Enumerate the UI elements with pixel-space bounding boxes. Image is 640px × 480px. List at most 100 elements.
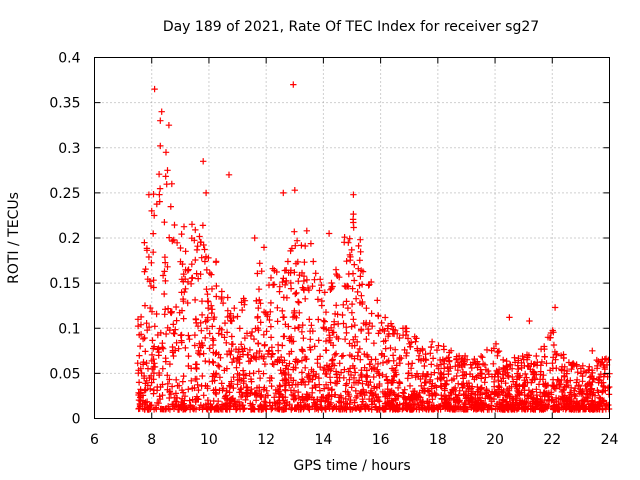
data-point	[393, 362, 400, 369]
data-point	[223, 395, 230, 403]
data-point	[228, 359, 236, 366]
data-point	[537, 404, 544, 411]
data-point	[306, 403, 313, 410]
data-point	[356, 257, 363, 264]
data-point	[469, 373, 476, 380]
data-point	[542, 403, 549, 410]
data-point	[191, 331, 199, 339]
data-point	[360, 388, 367, 395]
data-point	[334, 378, 341, 385]
data-point	[150, 363, 157, 371]
data-point	[204, 383, 211, 390]
data-point	[588, 402, 595, 409]
data-point	[375, 330, 382, 337]
data-point	[164, 380, 171, 387]
data-point	[435, 342, 442, 349]
data-point	[164, 305, 172, 312]
data-point	[165, 122, 173, 129]
data-point	[438, 392, 445, 399]
y-tick-label: 0.15	[49, 276, 80, 292]
data-point	[237, 386, 244, 393]
data-point	[530, 371, 537, 378]
data-point	[240, 295, 247, 302]
data-point	[234, 354, 241, 362]
data-point	[337, 369, 345, 376]
data-point	[234, 313, 241, 320]
data-point	[424, 371, 432, 378]
data-point	[597, 395, 604, 402]
data-point	[184, 299, 191, 307]
data-point	[135, 389, 142, 396]
data-point	[208, 309, 215, 317]
data-point	[428, 402, 436, 409]
data-point	[437, 369, 444, 377]
data-point	[338, 353, 345, 360]
data-point	[383, 373, 390, 380]
data-point	[317, 363, 324, 371]
data-point	[347, 396, 354, 404]
data-point	[172, 326, 179, 333]
data-point	[332, 350, 340, 357]
data-point	[595, 401, 603, 408]
data-point	[302, 295, 309, 302]
data-point	[500, 356, 507, 364]
data-point	[178, 230, 185, 238]
data-point	[142, 380, 149, 387]
data-point	[295, 299, 303, 306]
data-point	[218, 293, 225, 301]
data-point	[135, 379, 143, 386]
data-point	[577, 385, 584, 393]
data-point	[458, 363, 466, 371]
data-point	[363, 319, 370, 327]
data-point	[204, 406, 211, 413]
data-point	[139, 335, 147, 343]
data-point	[533, 391, 540, 399]
data-point	[187, 403, 194, 411]
data-point	[567, 377, 574, 384]
data-point	[334, 311, 341, 318]
data-point	[496, 398, 503, 406]
data-point	[233, 364, 240, 371]
data-point	[240, 377, 247, 385]
y-tick-label: 0.35	[49, 96, 80, 112]
data-point	[284, 258, 292, 265]
data-point	[551, 385, 558, 392]
data-point	[162, 330, 170, 338]
data-point	[446, 357, 453, 364]
data-point	[463, 371, 470, 378]
data-point	[305, 286, 313, 294]
y-axis-label: ROTI / TECUs	[6, 192, 22, 284]
axis-ticks: 6 8 10 12 14 16 18 20 22 24 0 0.05 0.1 0.15 0.2 0.25 0.3…	[49, 51, 618, 449]
data-point	[440, 360, 448, 367]
data-point	[240, 406, 247, 413]
data-point	[350, 336, 357, 343]
data-point	[456, 397, 463, 404]
data-point	[331, 362, 338, 369]
data-point	[537, 398, 544, 405]
data-point	[550, 341, 558, 349]
data-point	[570, 360, 577, 367]
data-point	[155, 345, 162, 352]
data-point	[247, 390, 254, 397]
data-point	[164, 324, 171, 331]
data-point	[396, 334, 403, 342]
data-point	[354, 338, 361, 346]
data-point	[192, 406, 200, 413]
data-point	[568, 398, 576, 405]
data-point	[346, 351, 354, 359]
data-point	[441, 387, 448, 394]
data-point	[228, 341, 235, 348]
data-point	[305, 378, 312, 386]
data-point	[184, 267, 191, 274]
data-point	[315, 406, 322, 413]
data-point	[591, 398, 599, 405]
data-point	[316, 287, 323, 294]
data-point	[378, 351, 385, 359]
data-point	[151, 323, 158, 330]
data-point	[156, 198, 163, 205]
data-point	[327, 367, 334, 374]
data-point	[384, 395, 391, 402]
data-point	[567, 391, 575, 398]
data-point	[204, 314, 211, 321]
data-point	[209, 323, 216, 330]
